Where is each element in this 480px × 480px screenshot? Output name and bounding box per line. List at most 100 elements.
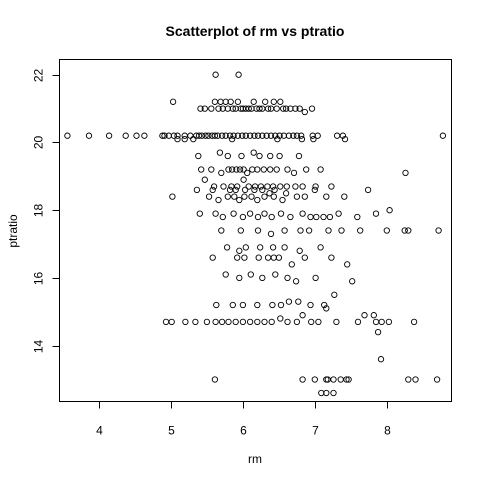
data-point [270, 98, 277, 105]
data-point [405, 376, 412, 383]
data-point [170, 132, 178, 139]
x-axis-label: rm [248, 452, 262, 466]
data-point [133, 132, 140, 139]
data-point [246, 210, 254, 217]
data-point [343, 376, 350, 383]
data-point [198, 132, 206, 139]
data-point [361, 312, 368, 319]
data-point [370, 312, 377, 319]
data-point [187, 132, 194, 139]
data-point [254, 227, 262, 234]
data-point [226, 186, 234, 194]
data-point [254, 213, 262, 221]
data-point [226, 132, 234, 139]
data-point [267, 230, 275, 238]
data-point [248, 193, 255, 200]
data-point [345, 376, 352, 383]
data-point [244, 169, 251, 177]
data-point [239, 213, 247, 221]
data-point [311, 376, 318, 383]
data-point [341, 135, 349, 143]
x-tick-label: 5 [168, 424, 175, 438]
data-point [245, 105, 252, 112]
data-point [239, 318, 247, 326]
data-point [285, 298, 293, 305]
data-point [267, 166, 274, 173]
data-point [264, 105, 272, 112]
data-point [242, 244, 249, 251]
data-point [378, 318, 385, 326]
data-point [305, 227, 313, 234]
data-point [209, 186, 216, 194]
data-point [202, 132, 209, 139]
data-point [301, 254, 308, 261]
data-point [274, 135, 281, 143]
data-point [344, 261, 351, 268]
data-point [321, 301, 328, 309]
data-point [405, 227, 412, 234]
y-tick-label: 14 [32, 340, 46, 354]
data-point [410, 318, 418, 326]
data-point [312, 183, 319, 190]
y-axis: 14 16 18 20 22 [32, 69, 60, 354]
data-point [288, 261, 295, 268]
data-point [246, 132, 254, 139]
data-point [257, 183, 265, 190]
data-point [439, 132, 447, 139]
data-point [307, 301, 314, 309]
x-tick-label: 4 [96, 424, 103, 438]
data-point [264, 254, 272, 261]
data-point [168, 318, 175, 326]
data-point [281, 227, 288, 234]
data-point [259, 274, 266, 282]
data-point [162, 318, 170, 326]
data-point [261, 318, 268, 326]
data-point [254, 196, 261, 204]
data-point [320, 213, 327, 221]
x-axis: 4 5 6 7 8 [96, 401, 391, 438]
data-point [208, 166, 215, 173]
data-point [292, 278, 300, 285]
data-point [245, 183, 252, 190]
data-point [269, 301, 276, 309]
data-point [349, 278, 356, 285]
y-tick-label: 22 [32, 69, 46, 83]
data-point [275, 254, 283, 261]
data-point [241, 186, 249, 194]
data-point [209, 254, 216, 261]
data-point [236, 247, 243, 254]
data-point [233, 166, 240, 173]
data-point [210, 183, 218, 190]
data-point [337, 376, 344, 383]
data-point [214, 132, 221, 139]
data-point [174, 132, 181, 139]
data-point [246, 318, 254, 326]
data-point [203, 318, 211, 326]
data-point [256, 105, 263, 112]
data-point [269, 183, 277, 190]
data-point [287, 213, 294, 221]
data-point [277, 210, 285, 217]
data-point [402, 169, 409, 177]
data-point [240, 166, 247, 173]
data-point [266, 190, 273, 197]
data-point [277, 315, 284, 322]
data-point [205, 132, 212, 139]
data-point [292, 105, 299, 112]
data-point [293, 318, 301, 326]
data-point [259, 186, 266, 194]
data-point [254, 132, 262, 139]
data-point [197, 105, 204, 112]
data-point [354, 213, 361, 221]
data-point [297, 227, 304, 234]
data-point [295, 298, 302, 305]
data-point [229, 105, 236, 112]
data-point [272, 271, 279, 278]
data-point [228, 166, 236, 173]
chart-title: Scatterplot of rm vs ptratio [166, 23, 345, 39]
data-point [174, 135, 181, 143]
data-point [212, 71, 219, 78]
data-point [273, 105, 280, 112]
data-point [231, 193, 238, 200]
data-point [311, 186, 318, 194]
